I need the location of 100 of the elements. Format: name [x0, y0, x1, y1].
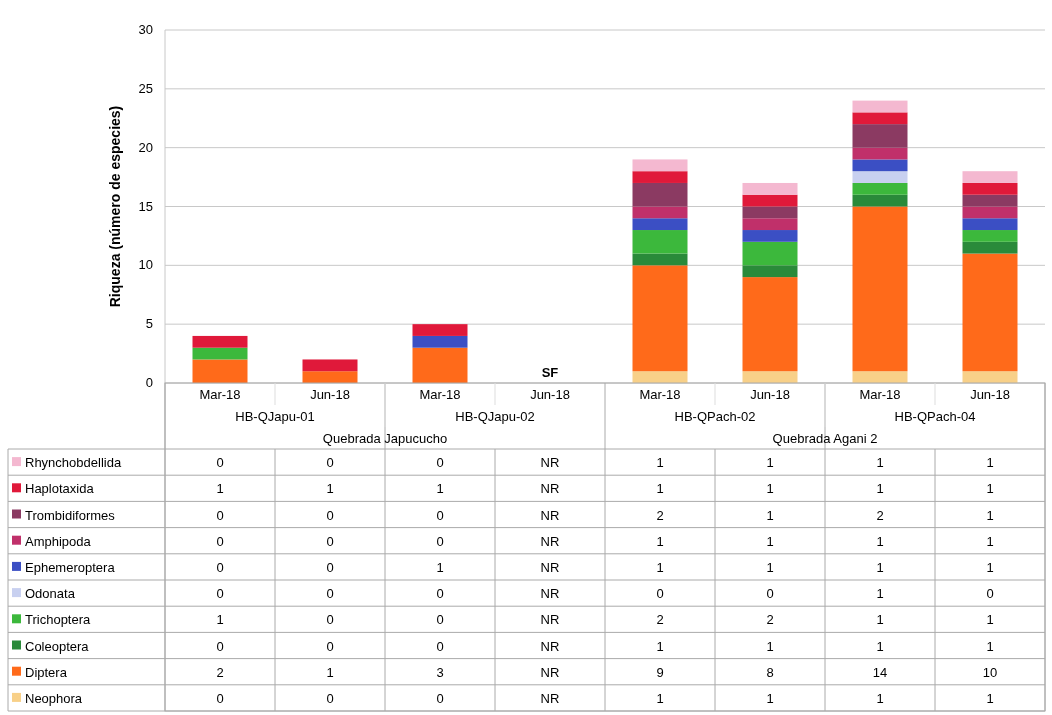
- x-tick-label: Mar-18: [419, 387, 461, 402]
- bar: [632, 171, 688, 183]
- data-label: 1: [656, 481, 664, 497]
- x-tick-label: Jun-18: [310, 387, 350, 402]
- bar: [962, 230, 1018, 242]
- data-label: 0: [436, 455, 444, 471]
- bar: [962, 241, 1018, 254]
- data-label: 0: [216, 690, 224, 706]
- bar: [742, 241, 798, 266]
- data-label: 1: [986, 638, 994, 654]
- data-label: 0: [436, 612, 444, 628]
- text: NR: [540, 533, 560, 549]
- text: HB-QJapu-02: [455, 409, 535, 424]
- data-label: 1: [656, 455, 664, 471]
- legend-label: Trombidiformes: [25, 507, 116, 523]
- bar: [632, 253, 688, 266]
- data-label: 1: [876, 638, 884, 654]
- data-label: 0: [436, 586, 444, 602]
- y-axis-title: Riqueza (número de especies): [107, 105, 123, 308]
- text: HB-QPach-02: [674, 409, 756, 424]
- text: Quebrada Agani 2: [772, 431, 878, 446]
- data-label: 1: [986, 690, 994, 706]
- data-label: 3: [436, 664, 444, 680]
- legend-label: Rhynchobdellida: [25, 455, 122, 471]
- data-label: 1: [216, 481, 224, 497]
- legend-label: Diptera: [25, 664, 68, 680]
- legend-label: Amphipoda: [25, 533, 92, 549]
- data-label: 0: [436, 533, 444, 549]
- data-label: 1: [766, 559, 774, 575]
- text: NR: [540, 612, 560, 628]
- legend-label: Odonata: [25, 586, 76, 602]
- data-label: 1: [766, 533, 774, 549]
- bar: [742, 218, 798, 231]
- data-label: 1: [656, 638, 664, 654]
- data-label: 2: [766, 612, 774, 628]
- data-label: 1: [326, 481, 334, 497]
- text: NR: [540, 690, 560, 706]
- bar: [962, 371, 1018, 383]
- bar: [852, 124, 908, 148]
- data-label: 1: [766, 481, 774, 497]
- bar: [742, 277, 798, 372]
- bar: [742, 371, 798, 383]
- data-label: 0: [326, 559, 334, 575]
- bar: [632, 230, 688, 254]
- y-tick-label: 5: [145, 316, 153, 332]
- bar: [852, 206, 908, 372]
- bar: [742, 194, 798, 207]
- data-label: 1: [986, 612, 994, 628]
- text: HB-QJapu-01: [235, 409, 315, 424]
- bar: [192, 359, 248, 383]
- bar: [852, 100, 908, 113]
- x-tick-label: Jun-18: [750, 387, 790, 402]
- bar: [632, 218, 688, 231]
- y-tick-label: 30: [138, 22, 153, 37]
- y-tick-label: 10: [138, 257, 153, 273]
- bar: [302, 359, 358, 372]
- text: NR: [540, 559, 560, 575]
- text: NR: [540, 481, 560, 497]
- bar: [412, 335, 468, 348]
- bar: [962, 171, 1018, 183]
- data-label: 1: [766, 507, 774, 523]
- legend-label: Coleoptera: [25, 638, 90, 654]
- data-label: 0: [326, 455, 334, 471]
- bar: [852, 194, 908, 207]
- data-label: 0: [216, 559, 224, 575]
- data-label: 1: [436, 481, 444, 497]
- data-label: 1: [876, 586, 884, 602]
- bar: [962, 194, 1018, 207]
- bar: [742, 265, 798, 278]
- data-label: 0: [216, 586, 224, 602]
- data-label: 1: [876, 690, 884, 706]
- data-label: 1: [876, 455, 884, 471]
- bar: [192, 335, 248, 348]
- bar: [852, 112, 908, 125]
- text: NR: [540, 507, 560, 523]
- data-label: 1: [656, 690, 664, 706]
- bar: [852, 371, 908, 383]
- bar: [632, 371, 688, 383]
- data-label: 1: [216, 612, 224, 628]
- data-label: 2: [656, 507, 664, 523]
- data-label: 14: [872, 664, 888, 680]
- x-tick-label: Mar-18: [859, 387, 901, 402]
- bar: [302, 371, 358, 383]
- bar: [192, 347, 248, 360]
- bar: [632, 265, 688, 372]
- data-label: 1: [986, 559, 994, 575]
- data-label: 0: [436, 638, 444, 654]
- data-label: 0: [326, 586, 334, 602]
- bar: [852, 147, 908, 160]
- data-label: 9: [656, 664, 664, 680]
- text: NR: [540, 664, 560, 680]
- data-label: 1: [986, 533, 994, 549]
- data-label: 1: [326, 664, 334, 680]
- y-tick-label: 0: [145, 375, 153, 390]
- y-tick-label: 15: [138, 198, 153, 214]
- legend-label: Haplotaxida: [25, 481, 95, 497]
- data-label: 1: [766, 690, 774, 706]
- x-tick-label: Mar-18: [199, 387, 241, 402]
- data-label: 2: [876, 507, 884, 523]
- text: NR: [540, 638, 560, 654]
